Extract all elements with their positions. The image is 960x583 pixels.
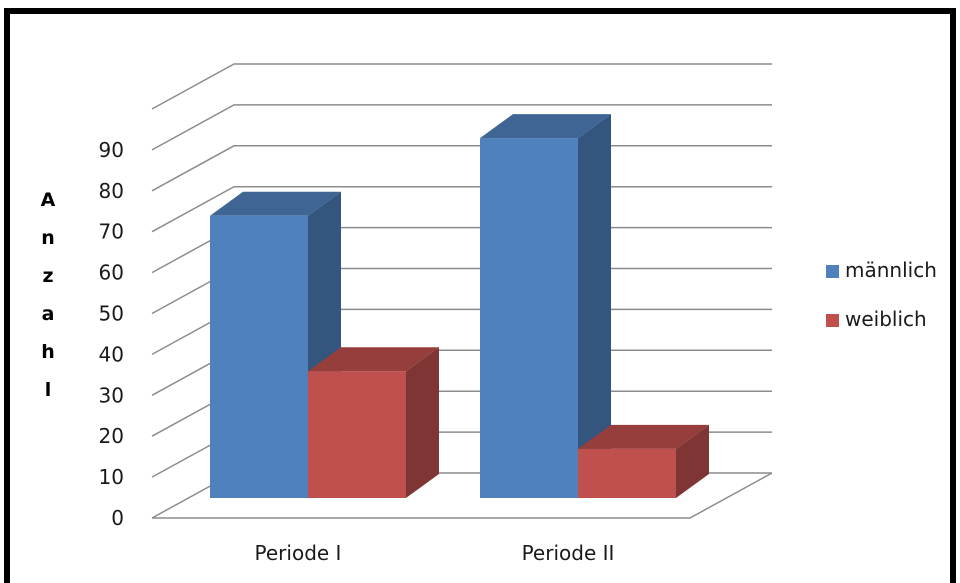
gridline	[151, 145, 772, 192]
bar-top	[480, 114, 611, 139]
y-axis-label-char: a	[42, 303, 55, 325]
y-axis-label-char: A	[41, 189, 56, 211]
y-tick-label: 50	[99, 302, 124, 326]
floor-edge	[152, 472, 773, 519]
bars	[210, 114, 709, 499]
bar-side	[676, 424, 709, 498]
bar-front	[210, 215, 308, 499]
bar	[308, 347, 439, 498]
bar-top	[308, 347, 439, 372]
legend-item[interactable]: weiblich	[826, 307, 927, 331]
category-label: Periode II	[522, 541, 615, 565]
y-tick-label: 60	[99, 261, 124, 285]
legend-label: weiblich	[845, 307, 927, 331]
gridline	[151, 63, 772, 110]
legend-swatch	[826, 265, 839, 278]
bar-top	[210, 191, 341, 216]
y-axis-label-char: z	[42, 265, 53, 287]
bar-front	[578, 448, 676, 498]
legend-swatch	[826, 314, 839, 327]
y-tick-labels: 0 10 20 30 40 50 60 70 80 90	[99, 138, 124, 530]
y-tick-label: 30	[99, 383, 124, 407]
bar	[578, 424, 709, 498]
legend[interactable]: männlich weiblich	[826, 258, 937, 331]
y-tick-label: 0	[111, 506, 124, 530]
y-tick-label: 40	[99, 342, 124, 366]
bar	[480, 114, 611, 498]
y-tick-label: 90	[99, 138, 124, 162]
bar-front	[308, 371, 406, 498]
y-axis-label-char: h	[41, 341, 55, 363]
y-tick-label: 70	[99, 220, 124, 244]
bar-side	[406, 347, 439, 498]
gridline	[151, 104, 772, 151]
y-tick-label: 20	[99, 424, 124, 448]
bar-front	[480, 138, 578, 498]
y-tick-label: 10	[99, 465, 124, 489]
y-axis-label-char: l	[45, 379, 52, 401]
y-tick-label: 80	[99, 179, 124, 203]
bar-side	[578, 114, 611, 498]
bar-top	[578, 424, 709, 449]
y-axis-label-char: n	[41, 227, 55, 249]
category-labels: Periode I Periode II	[255, 541, 615, 565]
legend-item[interactable]: männlich	[826, 258, 937, 282]
legend-label: männlich	[845, 258, 937, 282]
category-label: Periode I	[255, 541, 342, 565]
